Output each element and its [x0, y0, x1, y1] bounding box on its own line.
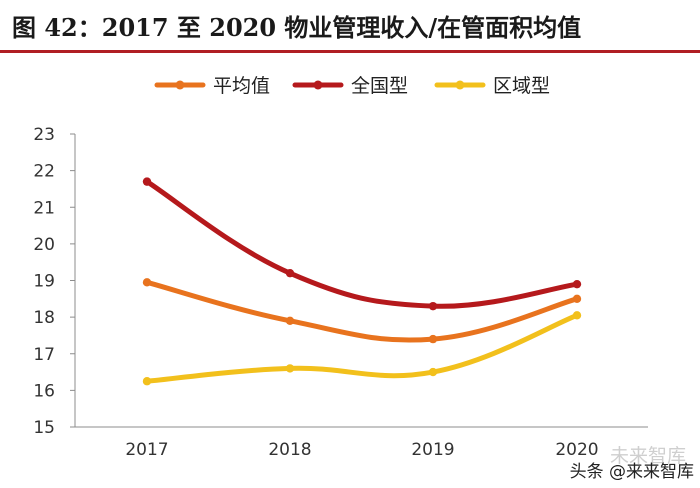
y-tick-label-17: 17: [33, 345, 55, 365]
x-tick-label-2020: 2020: [555, 440, 598, 460]
series-0-point-2017: [142, 278, 152, 287]
legend-item-0: 平均值: [154, 75, 270, 97]
y-tick-label-19: 19: [33, 272, 55, 292]
axis-layer: 15 16 17 18 19 20 21 22 23 2017 2018 2019 2020: [33, 125, 648, 460]
x-tick-label-2018: 2018: [268, 440, 311, 460]
series-2-point-2020: [572, 311, 582, 320]
watermark-text: 头条 @来来智库: [569, 462, 694, 482]
legend-item-2: 区域型: [434, 75, 550, 97]
legend-label: 区域型: [493, 75, 550, 97]
figure-title: 图 42：2017 至 2020 物业管理收入/在管面积均值: [12, 13, 582, 42]
series-0-point-2019: [428, 334, 438, 344]
legend-item-1: 全国型: [292, 75, 408, 97]
series-2-point-2017: [142, 377, 152, 386]
y-tick-label-23: 23: [33, 125, 55, 145]
series-0-point-2020: [572, 294, 582, 304]
series-1-point-2020: [572, 279, 582, 289]
legend-swatch-marker: [313, 80, 323, 90]
title-rule: [0, 50, 700, 53]
y-tick-label-18: 18: [33, 308, 55, 328]
series-layer: [142, 177, 582, 386]
legend-swatch-marker: [455, 80, 465, 90]
series-1-point-2019: [428, 301, 438, 311]
y-tick-label-15: 15: [33, 418, 55, 438]
y-tick-label-21: 21: [33, 198, 55, 218]
y-tick-label-16: 16: [33, 381, 55, 401]
watermark: 头条 @来来智库: [570, 457, 694, 482]
series-line-1: [144, 179, 580, 309]
series-2-point-2018: [285, 364, 295, 373]
y-tick-label-22: 22: [33, 162, 55, 182]
x-tick-label-2019: 2019: [411, 440, 454, 460]
watermark-overlay: 未来智库: [610, 445, 686, 467]
series-1-point-2017: [142, 177, 152, 186]
y-tick-label-20: 20: [33, 235, 55, 255]
series-line-2: [144, 312, 580, 384]
series-1-point-2018: [285, 268, 295, 278]
legend-swatch-marker: [175, 80, 185, 90]
series-2-point-2019: [428, 367, 438, 377]
x-tick-label-2017: 2017: [125, 440, 168, 460]
legend-label: 全国型: [351, 75, 408, 97]
series-line-0: [144, 279, 580, 343]
series-0-point-2018: [285, 316, 295, 325]
legend-label: 平均值: [213, 75, 270, 97]
